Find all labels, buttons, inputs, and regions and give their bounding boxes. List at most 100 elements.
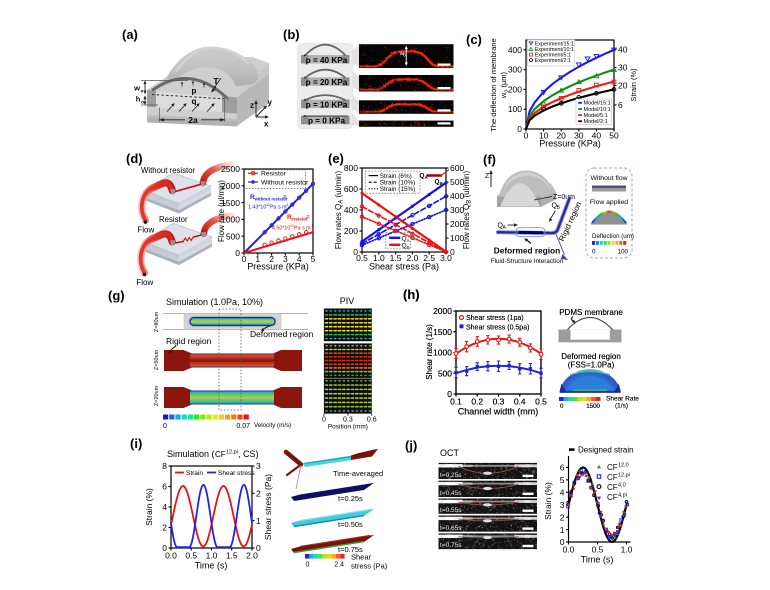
svg-text:Strain: Strain	[186, 470, 203, 477]
svg-text:p = 40 KPa: p = 40 KPa	[306, 56, 348, 65]
svg-text:4.50*10: 4.50*10	[272, 226, 290, 232]
svg-text:4,0: 4,0	[618, 483, 626, 489]
svg-text:Model/5:1: Model/5:1	[584, 113, 608, 119]
svg-text:Strain (%): Strain (%)	[543, 482, 553, 520]
svg-text:100: 100	[508, 104, 522, 114]
svg-text:(g): (g)	[108, 288, 125, 303]
svg-text:4: 4	[560, 488, 565, 498]
svg-text:Model/10:1: Model/10:1	[584, 107, 611, 113]
svg-text:4: 4	[162, 502, 167, 512]
svg-text:x: x	[264, 120, 269, 129]
svg-text:20: 20	[618, 81, 628, 91]
svg-text:0: 0	[592, 249, 596, 256]
svg-text:PDMS membrane: PDMS membrane	[559, 308, 623, 317]
svg-text:t=0.50s: t=0.50s	[338, 520, 363, 529]
svg-text:, CS): , CS)	[238, 449, 259, 459]
svg-text:Fluid-Structure Interaction: Fluid-Structure Interaction	[491, 258, 564, 265]
svg-text:Shear stress (0.5pa): Shear stress (0.5pa)	[466, 325, 529, 332]
svg-text:stress (Pa): stress (Pa)	[351, 562, 388, 571]
svg-text:0.5: 0.5	[592, 545, 604, 555]
svg-text:400: 400	[344, 205, 358, 215]
svg-text:100: 100	[618, 249, 629, 256]
svg-text:Deformed region: Deformed region	[494, 246, 560, 256]
svg-text:12,pi: 12,pi	[618, 473, 630, 479]
svg-text:(e): (e)	[328, 151, 344, 166]
svg-text:4,pi: 4,pi	[618, 493, 627, 499]
svg-text:600: 600	[344, 184, 358, 194]
svg-text:z: z	[250, 101, 254, 110]
svg-text:5: 5	[560, 475, 565, 485]
svg-text:Z=0um: Z=0um	[553, 194, 575, 201]
svg-text:Experiment/2:1: Experiment/2:1	[535, 58, 571, 64]
svg-text:0.0: 0.0	[563, 545, 575, 555]
svg-text:t=0.55s: t=0.55s	[440, 507, 462, 514]
svg-text:Flow rates QB (ul/min): Flow rates QB (ul/min)	[462, 171, 473, 250]
svg-text:Shear rate (1/s): Shear rate (1/s)	[425, 324, 434, 380]
svg-text:h: h	[136, 95, 141, 104]
svg-text:3: 3	[256, 461, 261, 471]
svg-text:200: 200	[508, 84, 522, 94]
svg-text:A: A	[407, 238, 410, 243]
svg-text:Without resistor: Without resistor	[261, 180, 309, 187]
svg-text:0.3: 0.3	[343, 417, 353, 424]
svg-text:y: y	[268, 98, 273, 107]
svg-text:Simulation (: Simulation (	[167, 449, 215, 459]
svg-text:t=0.25s: t=0.25s	[338, 494, 363, 503]
svg-text:Shear stress (Pa): Shear stress (Pa)	[263, 474, 273, 540]
svg-text:t=0.65s: t=0.65s	[440, 525, 462, 532]
svg-text:=: =	[306, 214, 310, 221]
svg-text:Without resistor: Without resistor	[141, 166, 196, 175]
svg-text:(h): (h)	[403, 287, 420, 302]
svg-text:Deformed region: Deformed region	[250, 329, 314, 339]
svg-text:o: o	[141, 101, 144, 106]
svg-text:2.0: 2.0	[246, 551, 258, 561]
svg-text:(i): (i)	[130, 436, 142, 451]
svg-text:0.0: 0.0	[165, 551, 177, 561]
svg-text:1.0: 1.0	[621, 545, 633, 555]
svg-text:Pressure (KPa): Pressure (KPa)	[247, 262, 309, 272]
svg-text:CF: CF	[607, 493, 618, 502]
svg-text:Z=50um: Z=50um	[154, 349, 160, 370]
svg-text:-1: -1	[310, 224, 313, 228]
svg-text:0.2: 0.2	[471, 397, 483, 407]
svg-text:0.5: 0.5	[185, 551, 197, 561]
svg-text:(1/s): (1/s)	[615, 403, 628, 410]
svg-text:0: 0	[524, 130, 529, 140]
svg-text:0: 0	[306, 562, 310, 569]
svg-text:6: 6	[560, 463, 565, 473]
svg-text:0: 0	[517, 124, 522, 134]
svg-text:800: 800	[344, 163, 358, 173]
svg-text:0.4: 0.4	[514, 397, 526, 407]
svg-text:300: 300	[508, 65, 522, 75]
svg-text:6: 6	[162, 482, 167, 492]
svg-text:0: 0	[235, 248, 240, 258]
svg-text:0.5: 0.5	[356, 253, 368, 263]
svg-text:500: 500	[226, 231, 240, 241]
svg-text:Flow rate (μl/min): Flow rate (μl/min)	[217, 180, 226, 242]
svg-text:Strain (%): Strain (%)	[629, 68, 638, 102]
svg-text:0.1: 0.1	[450, 397, 462, 407]
svg-text:2: 2	[256, 489, 261, 499]
svg-text:Flow: Flow	[136, 278, 153, 287]
svg-text:50: 50	[609, 130, 619, 140]
svg-text:Resistor: Resistor	[159, 215, 188, 224]
svg-text:0.5: 0.5	[535, 397, 547, 407]
svg-text:CF: CF	[607, 483, 618, 492]
svg-text:=: =	[283, 194, 287, 201]
svg-text:400: 400	[508, 45, 522, 55]
svg-text:(f): (f)	[483, 152, 496, 167]
svg-text:PIV: PIV	[340, 296, 355, 306]
svg-text:(c): (c)	[466, 32, 482, 47]
svg-text:Shear Rate: Shear Rate	[606, 396, 639, 403]
svg-text:Pa s m: Pa s m	[294, 226, 311, 232]
svg-text:2.4: 2.4	[334, 562, 344, 569]
svg-text:Shear stress: Shear stress	[218, 470, 255, 477]
svg-text:Flow applied: Flow applied	[590, 199, 628, 206]
svg-text:Shear stress (1pa): Shear stress (1pa)	[466, 315, 524, 322]
svg-text:Strain (15%): Strain (15%)	[380, 186, 416, 193]
svg-text:1: 1	[256, 516, 261, 526]
svg-text:-3: -3	[285, 203, 288, 207]
svg-text:Simulation (1.0Pa, 10%): Simulation (1.0Pa, 10%)	[166, 297, 263, 307]
svg-text:Time-averaged: Time-averaged	[333, 469, 383, 478]
svg-text:1000: 1000	[433, 348, 452, 358]
